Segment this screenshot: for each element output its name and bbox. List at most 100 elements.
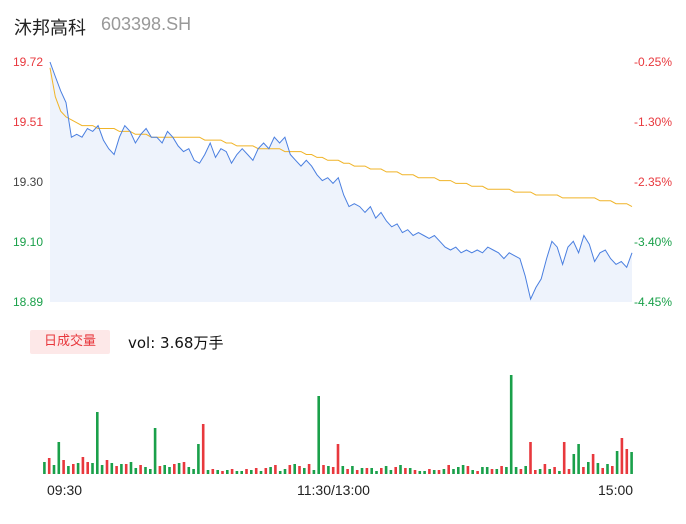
volume-bar <box>495 469 499 474</box>
volume-bar <box>230 469 234 474</box>
volume-bar <box>187 467 191 474</box>
volume-bar <box>254 468 258 474</box>
volume-bar <box>336 444 340 474</box>
volume-bar <box>611 466 614 474</box>
volume-bar <box>96 412 99 474</box>
volume-bar <box>404 468 407 474</box>
volume-bar <box>168 467 171 474</box>
volume-bar <box>601 468 604 474</box>
volume-bar <box>471 470 474 474</box>
pct-tick-label: -2.35% <box>633 175 672 189</box>
volume-bar <box>615 451 619 474</box>
volume-bar <box>312 470 316 474</box>
volume-bar <box>413 470 417 474</box>
volume-bar <box>476 471 479 474</box>
volume-bar <box>370 468 373 474</box>
volume-bar <box>274 465 277 474</box>
volume-bar <box>399 465 402 474</box>
volume-bar <box>447 465 450 474</box>
volume-bar <box>105 460 109 474</box>
volume-bar <box>553 467 556 474</box>
volume-bar <box>423 471 426 474</box>
volume-bar <box>625 449 629 474</box>
volume-bar <box>57 442 61 474</box>
volume-bar <box>86 462 89 474</box>
volume-bar <box>428 469 431 474</box>
volume-bar <box>509 375 513 474</box>
volume-bar <box>47 458 51 474</box>
volume-bar <box>283 469 287 474</box>
volume-bar <box>538 469 542 474</box>
volume-bar <box>129 462 133 474</box>
volume-summary: vol: 3.68万手 <box>128 334 224 352</box>
volume-bar <box>264 468 268 474</box>
volume-bar <box>543 464 547 474</box>
volume-bar <box>418 471 422 474</box>
volume-bar <box>149 469 152 474</box>
stock-name: 沐邦高科 <box>14 18 86 39</box>
volume-bar <box>307 464 311 474</box>
volume-bar <box>466 466 470 474</box>
volume-bar <box>317 396 320 474</box>
volume-bar <box>67 466 70 474</box>
price-tick-label: 19.10 <box>13 235 44 249</box>
volume-bar <box>52 465 56 474</box>
volume-bar <box>298 466 301 474</box>
volume-bar <box>197 444 200 474</box>
volume-bar <box>81 457 85 474</box>
volume-bar <box>360 468 364 474</box>
volume-bar <box>351 466 354 474</box>
volume-bar <box>534 470 537 474</box>
volume-bar <box>173 464 176 474</box>
volume-bar <box>216 470 219 474</box>
volume-bar <box>110 463 114 474</box>
volume-bar <box>481 467 484 474</box>
volume-bar <box>201 424 205 474</box>
volume-bar <box>293 464 296 474</box>
volume-bar <box>240 471 243 474</box>
volume-bar <box>365 468 369 474</box>
price-line <box>49 61 633 301</box>
volume-bar <box>115 466 118 474</box>
volume-bar <box>437 470 441 474</box>
volume-bar <box>144 467 147 474</box>
pct-tick-label: -1.30% <box>633 115 672 129</box>
volume-bar <box>505 467 508 474</box>
volume-bar <box>620 438 624 474</box>
price-tick-label: 19.30 <box>13 175 44 189</box>
volume-bar <box>288 465 292 474</box>
volume-bar <box>389 470 393 474</box>
volume-bar <box>259 471 263 474</box>
volume-bar <box>43 462 46 474</box>
pct-tick-label: -4.45% <box>633 295 672 309</box>
volume-bar <box>432 470 436 474</box>
volume-bar <box>524 466 527 474</box>
volume-bar <box>177 463 181 474</box>
volume-bar <box>76 463 80 474</box>
volume-bar <box>596 463 600 474</box>
volume-bar <box>587 462 590 474</box>
volume-bar <box>577 444 580 474</box>
volume-bar <box>72 464 75 474</box>
volume-bar <box>567 469 571 474</box>
volume-tab[interactable]: 日成交量 <box>30 330 110 354</box>
volume-bar <box>408 468 412 474</box>
volume-bar <box>562 442 566 474</box>
volume-bar <box>394 467 397 474</box>
price-tick-label: 19.72 <box>13 55 44 69</box>
time-tick-label: 15:00 <box>598 482 634 498</box>
volume-bar <box>452 469 455 474</box>
volume-bar <box>380 468 383 474</box>
volume-bar <box>331 467 335 474</box>
volume-bar <box>245 469 248 474</box>
volume-bar <box>62 460 65 474</box>
volume-bar <box>558 471 561 474</box>
volume-bar <box>124 464 128 474</box>
volume-bar <box>134 468 138 474</box>
volume-bar <box>226 470 229 474</box>
time-tick-label: 11:30/13:00 <box>297 482 370 498</box>
volume-bar <box>182 462 186 474</box>
volume-bar <box>582 467 585 474</box>
price-tick-label: 18.89 <box>13 295 44 309</box>
time-tick-label: 09:30 <box>47 482 83 498</box>
